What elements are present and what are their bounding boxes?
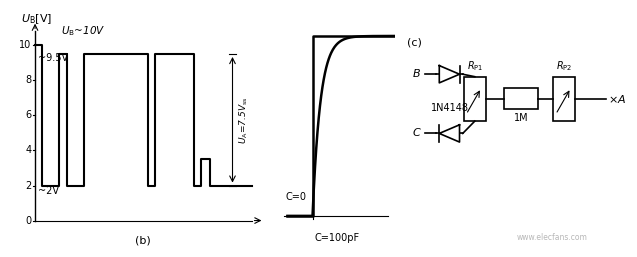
Text: B: B [413, 69, 420, 79]
Text: (b): (b) [136, 235, 151, 245]
Text: 4: 4 [25, 145, 31, 155]
Text: ~2V: ~2V [38, 186, 59, 196]
Text: $R_{\rm P1}$: $R_{\rm P1}$ [466, 59, 483, 73]
Text: 1M: 1M [513, 113, 528, 123]
Text: $U_{\rm B}$~10V: $U_{\rm B}$~10V [61, 24, 105, 38]
Text: 0: 0 [25, 216, 31, 226]
Text: C: C [413, 128, 420, 139]
Text: (c): (c) [407, 37, 422, 47]
Text: C=0: C=0 [286, 192, 307, 202]
Text: 6: 6 [25, 111, 31, 121]
Text: 10: 10 [19, 40, 31, 50]
Bar [504, 88, 538, 109]
Bar [464, 77, 485, 121]
Text: 2: 2 [25, 180, 31, 190]
Text: $\times$A: $\times$A [608, 93, 626, 105]
Text: 8: 8 [25, 75, 31, 85]
Text: $R_{\rm P2}$: $R_{\rm P2}$ [556, 59, 573, 73]
Text: www.elecfans.com: www.elecfans.com [517, 233, 588, 242]
Text: $U_{\rm A}$=7.5$V_{\rm ss}$: $U_{\rm A}$=7.5$V_{\rm ss}$ [238, 96, 250, 143]
Text: C=100pF: C=100pF [314, 233, 359, 243]
Bar [554, 77, 575, 121]
Text: 1N4148: 1N4148 [431, 103, 469, 113]
Text: $U_{\rm B}$[V]: $U_{\rm B}$[V] [20, 12, 52, 26]
Text: ~9.5V: ~9.5V [38, 53, 68, 63]
